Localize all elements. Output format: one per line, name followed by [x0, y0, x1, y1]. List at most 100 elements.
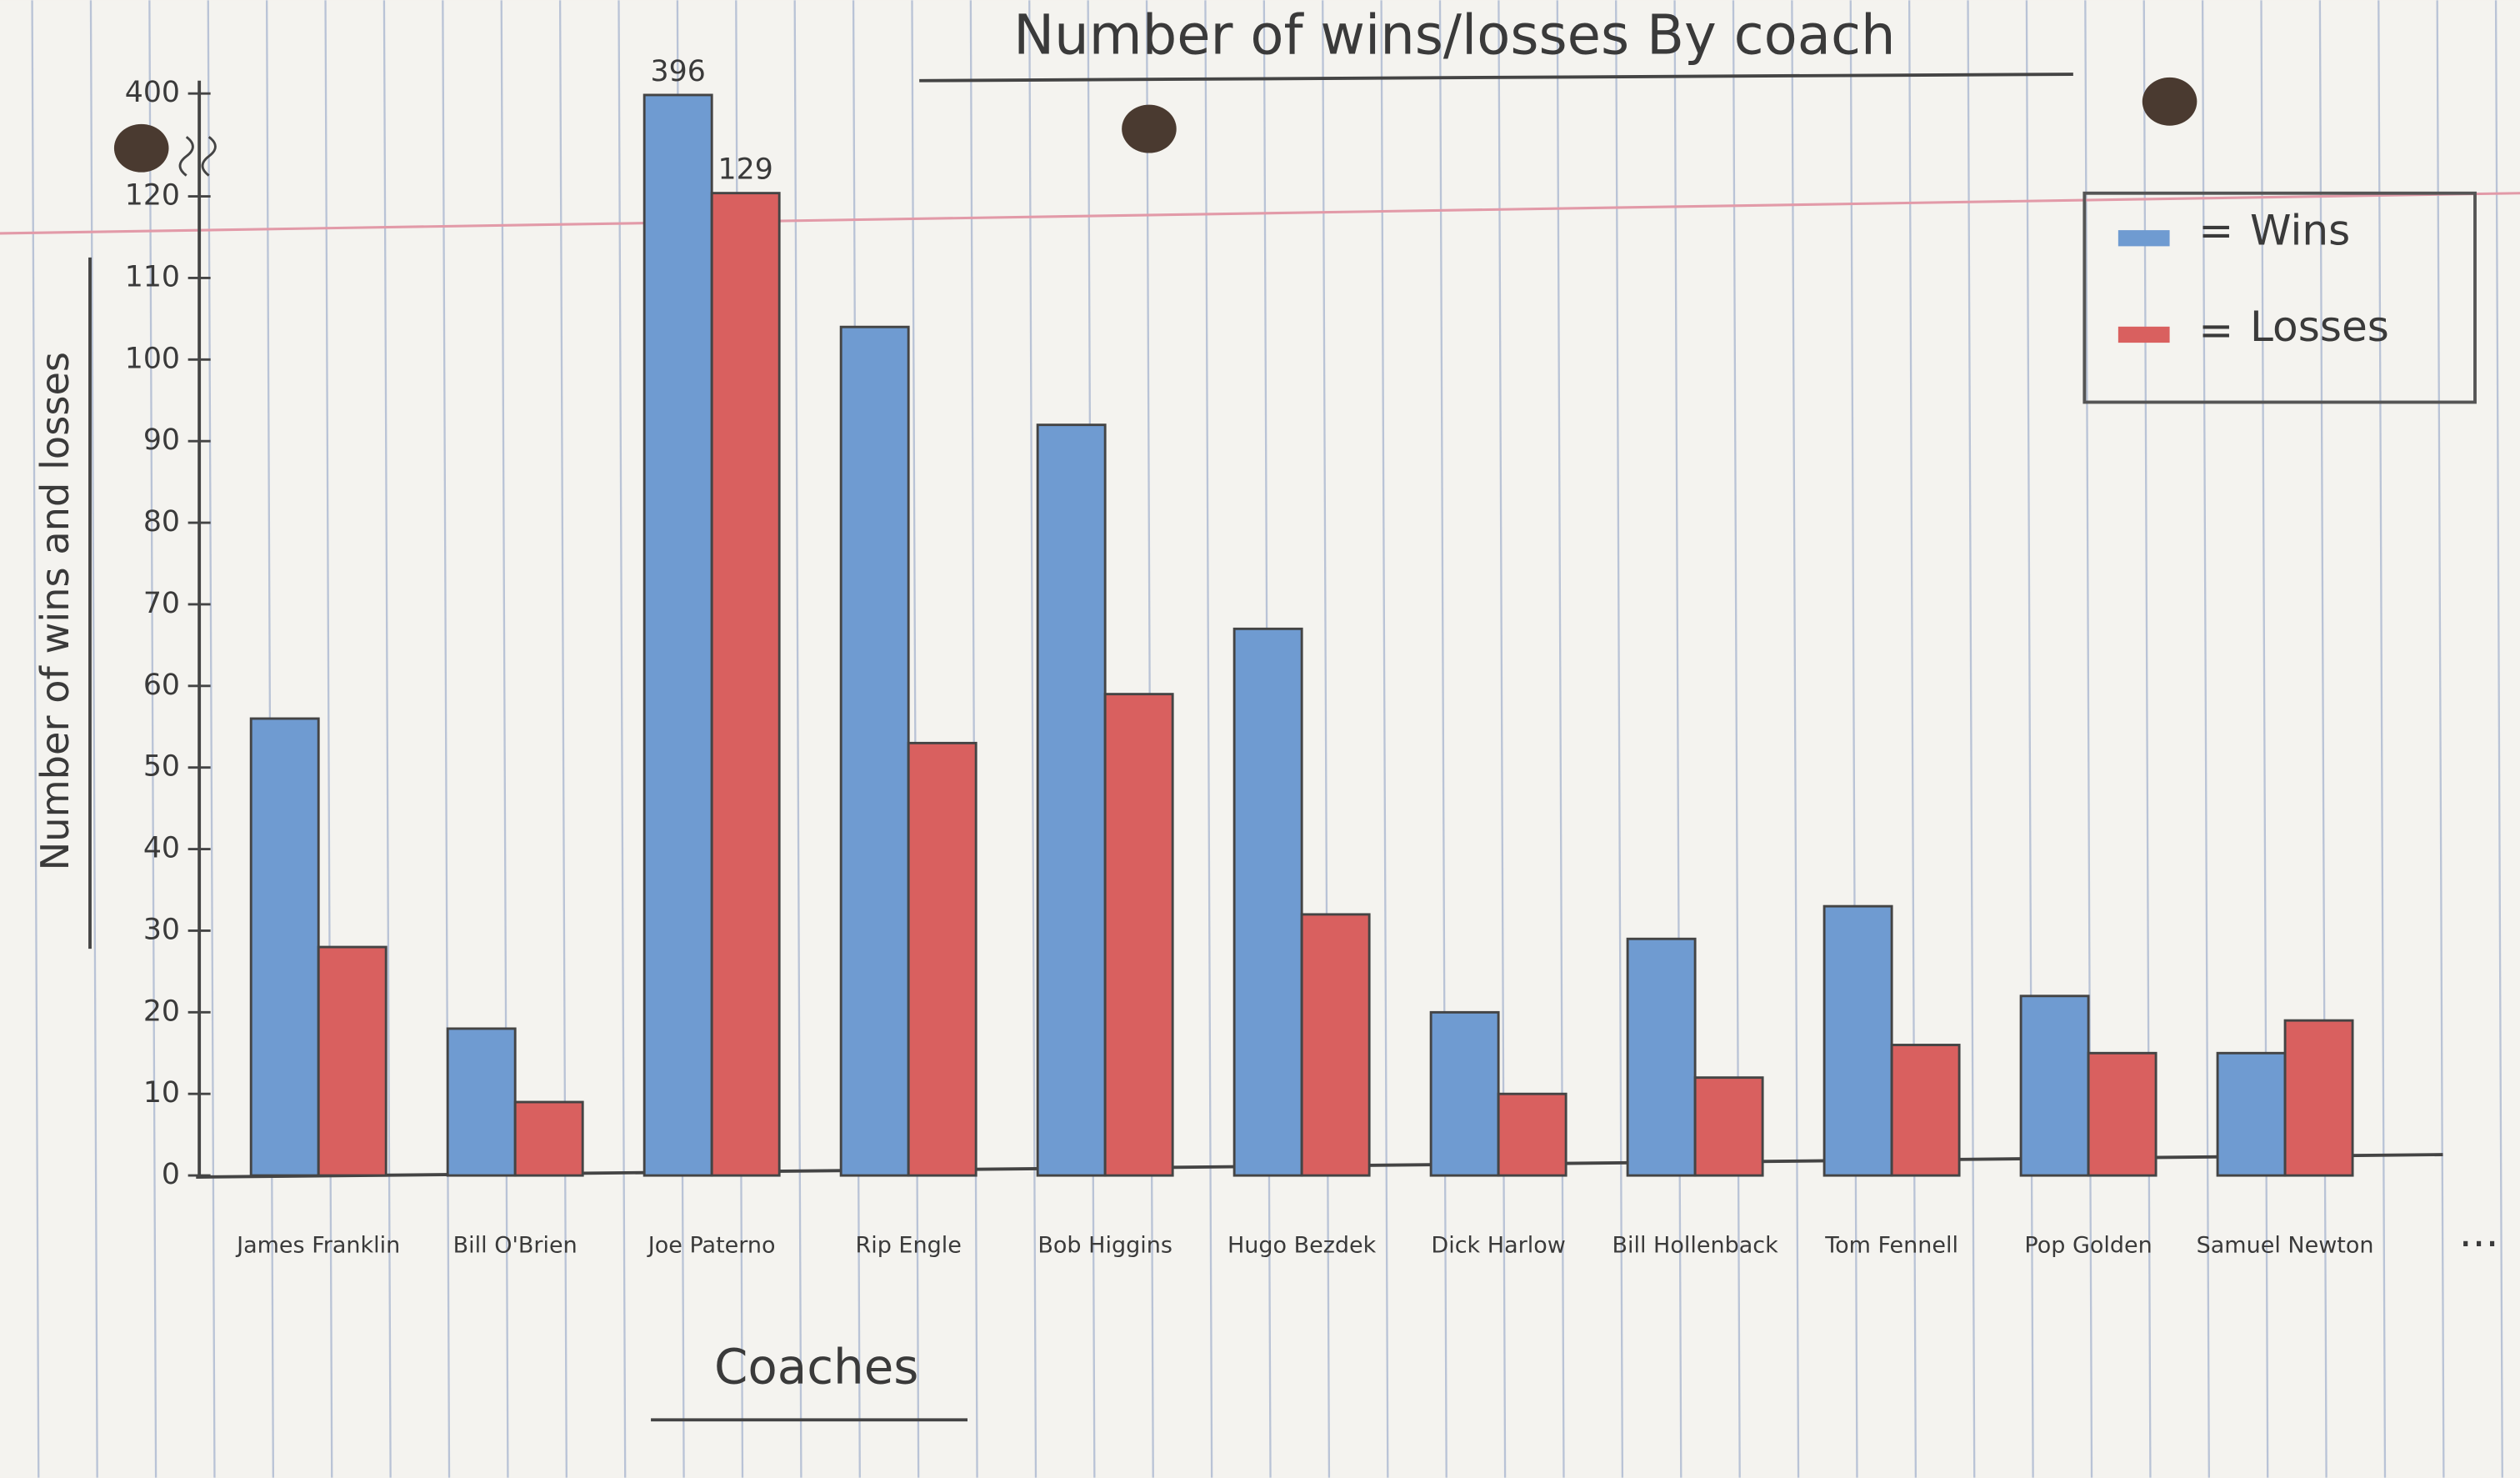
- bar: [1232, 627, 1303, 1177]
- ruled-line: [2260, 0, 2269, 1478]
- x-tick-label: Rip Engle: [855, 1232, 961, 1258]
- ruled-line: [1556, 0, 1565, 1478]
- y-tick-label: 10: [143, 1076, 180, 1110]
- ruled-line: [1615, 0, 1624, 1478]
- annotation: ...: [2459, 1207, 2499, 1256]
- y-tick-label: 90: [143, 423, 180, 457]
- legend-label: Wins: [2250, 205, 2350, 254]
- y-tick-label: 400: [125, 76, 180, 109]
- x-tick-label: Bill O'Brien: [453, 1232, 578, 1258]
- bar: [1036, 423, 1107, 1177]
- ruled-line: [911, 0, 920, 1478]
- bar: [839, 325, 910, 1177]
- y-tick-label: 40: [143, 832, 180, 865]
- ruled-line: [1028, 0, 1038, 1478]
- x-tick-label: Hugo Bezdek: [1228, 1232, 1377, 1258]
- x-tick-label: Tom Fennell: [1824, 1232, 1958, 1258]
- ruled-line: [31, 0, 40, 1478]
- bar: [1429, 1010, 1500, 1177]
- ruled-line: [793, 0, 802, 1478]
- bar: [1890, 1044, 1961, 1177]
- bar: [2019, 995, 2090, 1177]
- punch-hole: [2142, 77, 2198, 126]
- ruled-line: [2201, 0, 2210, 1478]
- punch-hole: [1122, 104, 1177, 153]
- bar: [2087, 1051, 2158, 1177]
- y-tick-label: 120: [125, 179, 180, 213]
- ruled-line: [618, 0, 627, 1478]
- ruled-line: [89, 0, 98, 1478]
- x-tick-label: Bill Hollenback: [1612, 1232, 1778, 1258]
- ruled-line: [382, 0, 392, 1478]
- ruled-line: [1673, 0, 1682, 1478]
- ruled-line: [148, 0, 158, 1478]
- bar: [317, 945, 388, 1177]
- y-tick-label: 70: [143, 587, 180, 620]
- bar: [2216, 1051, 2287, 1177]
- ruled-line: [2494, 0, 2503, 1478]
- x-axis-label: Coaches: [714, 1339, 918, 1395]
- ruled-line: [500, 0, 509, 1478]
- x-tick-label: Bob Higgins: [1038, 1232, 1172, 1258]
- y-tick-label: 0: [162, 1158, 180, 1191]
- bar: [2283, 1019, 2354, 1177]
- x-tick-label: James Franklin: [235, 1232, 400, 1258]
- x-tick-label: Joe Paterno: [647, 1232, 776, 1258]
- ruled-line: [2378, 0, 2387, 1478]
- legend-equals: =: [2198, 205, 2233, 254]
- y-tick-label: 80: [143, 505, 180, 539]
- ruled-line: [2318, 0, 2328, 1478]
- legend-swatch: [2118, 230, 2170, 247]
- ruled-line: [442, 0, 451, 1478]
- ruled-line: [2142, 0, 2152, 1478]
- bar: [446, 1027, 517, 1177]
- x-tick-label: Pop Golden: [2024, 1232, 2152, 1258]
- ruled-line: [2436, 0, 2445, 1478]
- y-tick-label: 60: [143, 669, 180, 702]
- bar: [513, 1100, 584, 1177]
- bar: [249, 717, 320, 1177]
- chart-title: Number of wins/losses By coach: [1013, 4, 1895, 68]
- ruled-line: [207, 0, 216, 1478]
- legend-label: Losses: [2250, 302, 2389, 351]
- ruled-line: [1908, 0, 1918, 1478]
- y-tick-label: 110: [125, 260, 180, 293]
- margin-line: [0, 192, 2520, 235]
- y-tick-label: 100: [125, 342, 180, 375]
- bar: [1497, 1092, 1568, 1177]
- ruled-line: [969, 0, 978, 1478]
- bar: [710, 192, 781, 1177]
- ruled-line: [2025, 0, 2034, 1478]
- x-tick-label: Dick Harlow: [1431, 1232, 1565, 1258]
- ruled-line: [2084, 0, 2093, 1478]
- ruled-line: [1204, 0, 1213, 1478]
- legend-box: [2082, 191, 2477, 404]
- ruled-line: [1380, 0, 1389, 1478]
- value-label: 396: [651, 55, 706, 88]
- x-tick-label: Samuel Newton: [2197, 1232, 2374, 1258]
- legend-equals: =: [2198, 305, 2233, 354]
- ruled-line: [1498, 0, 1507, 1478]
- value-label: 129: [718, 153, 773, 187]
- bar: [1822, 904, 1893, 1177]
- ruled-line: [1322, 0, 1331, 1478]
- axis-break: [178, 136, 217, 177]
- title-underline: [919, 73, 2073, 83]
- ruled-line: [1438, 0, 1448, 1478]
- bar: [1300, 913, 1371, 1177]
- punch-hole: [113, 123, 169, 173]
- ruled-line: [558, 0, 568, 1478]
- ruled-line: [1732, 0, 1741, 1478]
- legend-swatch: [2118, 326, 2170, 343]
- ruled-line: [324, 0, 333, 1478]
- ruled-line: [1849, 0, 1858, 1478]
- y-tick-label: 30: [143, 913, 180, 946]
- bar: [907, 741, 978, 1177]
- bar: [642, 93, 713, 1177]
- y-axis-label: Number of wins and losses: [32, 352, 78, 870]
- bar: [1103, 693, 1174, 1177]
- y-tick-label: 50: [143, 750, 180, 784]
